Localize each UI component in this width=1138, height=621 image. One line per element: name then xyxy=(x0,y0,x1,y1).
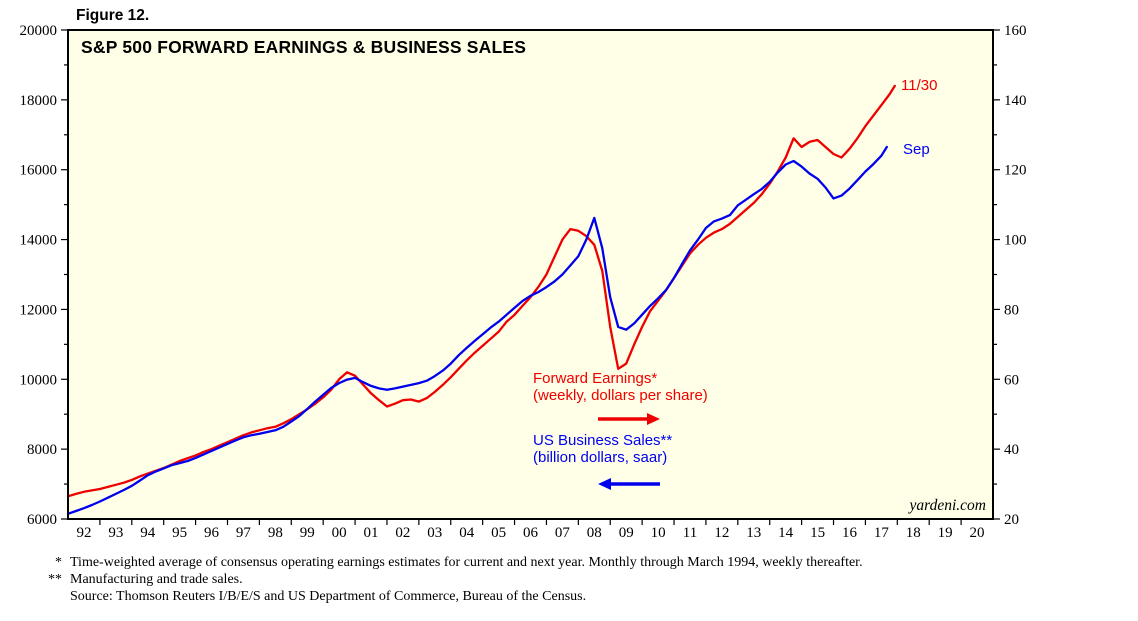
right-tick-label: 100 xyxy=(1004,233,1027,249)
business-sales-annotation-line1: US Business Sales** xyxy=(533,432,673,449)
figure-label: Figure 12. xyxy=(76,7,150,24)
plot-background xyxy=(68,30,993,519)
x-tick-label: 97 xyxy=(236,525,252,541)
x-tick-label: 13 xyxy=(746,525,761,541)
left-tick-label: 12000 xyxy=(20,302,58,318)
business-sales-end-label: Sep xyxy=(903,141,930,158)
x-tick-label: 01 xyxy=(364,525,379,541)
footnote-marker: ** xyxy=(48,572,62,587)
footnote-text: Manufacturing and trade sales. xyxy=(70,572,243,587)
x-tick-label: 19 xyxy=(938,525,953,541)
forward-earnings-annotation-line2: (weekly, dollars per share) xyxy=(533,386,708,404)
x-tick-label: 06 xyxy=(523,525,539,541)
watermark: yardeni.com xyxy=(909,497,986,514)
x-tick-label: 11 xyxy=(683,525,697,541)
right-tick-label: 120 xyxy=(1004,163,1027,179)
x-tick-label: 18 xyxy=(906,525,921,541)
x-tick-label: 04 xyxy=(459,525,475,541)
left-tick-label: 20000 xyxy=(20,23,58,39)
right-tick-label: 160 xyxy=(1004,23,1027,39)
footnote-marker: * xyxy=(55,555,62,570)
left-tick-label: 16000 xyxy=(20,163,58,179)
series-line-business-sales xyxy=(66,145,888,515)
footnote-row: Source: Thomson Reuters I/B/E/S and US D… xyxy=(36,588,1096,605)
x-tick-label: 20 xyxy=(970,525,985,541)
business-sales-annotation-line2: (billion dollars, saar) xyxy=(533,448,668,466)
x-tick-label: 99 xyxy=(300,525,315,541)
footnote-row: * Time-weighted average of consensus ope… xyxy=(36,554,1096,571)
footnote-text: Time-weighted average of consensus opera… xyxy=(70,555,863,570)
forward-earnings-end-label: 11/30 xyxy=(901,77,938,94)
x-tick-label: 12 xyxy=(714,525,729,541)
x-tick-label: 15 xyxy=(810,525,825,541)
chart-title: S&P 500 FORWARD EARNINGS & BUSINESS SALE… xyxy=(81,37,527,57)
footnotes: * Time-weighted average of consensus ope… xyxy=(36,554,1096,605)
x-tick-label: 92 xyxy=(76,525,91,541)
x-tick-label: 17 xyxy=(874,525,890,541)
x-tick-label: 14 xyxy=(778,525,794,541)
left-tick-label: 10000 xyxy=(20,372,58,388)
right-tick-label: 80 xyxy=(1004,302,1019,318)
x-tick-label: 00 xyxy=(332,525,347,541)
right-tick-label: 40 xyxy=(1004,442,1019,458)
x-tick-label: 07 xyxy=(555,525,571,541)
x-tick-label: 98 xyxy=(268,525,283,541)
x-tick-label: 95 xyxy=(172,525,187,541)
footnote-marker xyxy=(36,588,62,605)
footnote-row: ** Manufacturing and trade sales. xyxy=(36,571,1096,588)
left-tick-label: 14000 xyxy=(20,233,58,249)
x-tick-label: 08 xyxy=(587,525,602,541)
left-tick-label: 18000 xyxy=(20,93,58,109)
left-tick-label: 6000 xyxy=(27,512,57,528)
x-tick-label: 09 xyxy=(619,525,634,541)
right-tick-label: 20 xyxy=(1004,512,1019,528)
forward-earnings-annotation-line1: Forward Earnings* xyxy=(533,370,658,387)
x-tick-label: 10 xyxy=(651,525,666,541)
right-arrow-icon xyxy=(598,412,660,426)
right-tick-label: 60 xyxy=(1004,372,1019,388)
x-tick-label: 03 xyxy=(427,525,442,541)
x-tick-label: 96 xyxy=(204,525,220,541)
business-sales-annotation: US Business Sales** (billion dollars, sa… xyxy=(533,432,673,466)
series-line-forward-earnings xyxy=(66,84,896,498)
left-tick-label: 8000 xyxy=(27,442,57,458)
x-tick-label: 02 xyxy=(395,525,410,541)
x-tick-label: 05 xyxy=(491,525,506,541)
x-tick-label: 16 xyxy=(842,525,858,541)
left-arrow-icon xyxy=(598,477,660,491)
x-tick-label: 93 xyxy=(108,525,123,541)
plot-border xyxy=(67,29,994,520)
source-text: Source: Thomson Reuters I/B/E/S and US D… xyxy=(70,589,587,604)
x-tick-label: 94 xyxy=(140,525,156,541)
forward-earnings-annotation: Forward Earnings* (weekly, dollars per s… xyxy=(533,370,708,404)
right-tick-label: 140 xyxy=(1004,93,1027,109)
